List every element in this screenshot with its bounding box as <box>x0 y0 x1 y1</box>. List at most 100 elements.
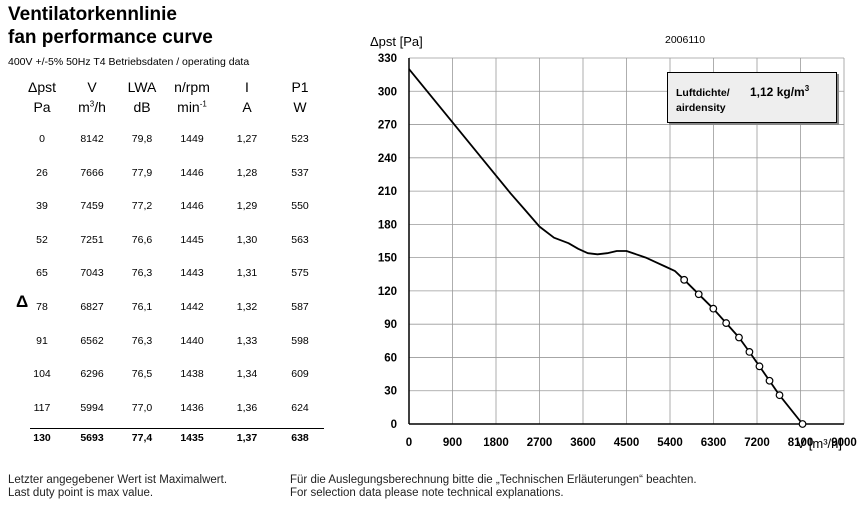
subtitle: 400V +/-5% 50Hz T4 Betriebsdaten / opera… <box>8 56 250 68</box>
table-cell: 1,31 <box>236 267 258 280</box>
duty-point <box>798 420 807 428</box>
y-tick-label: 150 <box>378 253 397 265</box>
table-cell: 5693 <box>80 432 104 444</box>
table-cell: 130 <box>33 432 51 444</box>
y-tick-label: 30 <box>384 386 397 398</box>
footnote-left-en: Last duty point is max value. <box>8 487 154 499</box>
table-header-name: n/rpm <box>174 79 210 95</box>
table-header-unit: W <box>293 99 307 115</box>
table-cell: 1446 <box>180 166 204 179</box>
table-header-name: V <box>87 79 97 95</box>
duty-point <box>735 333 743 342</box>
table-cell: 1,33 <box>236 334 258 347</box>
table-cell: 1,37 <box>236 432 258 444</box>
table-cell: 1436 <box>180 401 204 414</box>
table-cell: 78 <box>36 301 48 313</box>
x-tick-label: 3600 <box>570 437 596 449</box>
table-cell: 7459 <box>80 200 104 213</box>
table-header-unit: Pa <box>33 99 51 115</box>
table-cell: 537 <box>291 166 309 179</box>
table-cell: 5994 <box>80 401 104 414</box>
table-cell: 563 <box>291 233 309 246</box>
y-axis-label: Δpst [Pa] <box>370 34 423 49</box>
table-cell: 1440 <box>180 334 204 347</box>
table-cell: 550 <box>291 200 309 213</box>
table-cell: 638 <box>291 432 309 444</box>
table-cell: 1449 <box>180 133 204 145</box>
table-cell: 91 <box>36 334 48 347</box>
table-cell: 76,6 <box>131 233 153 246</box>
table-cell: 523 <box>291 133 309 145</box>
table-cell: 1443 <box>180 267 204 280</box>
duty-point <box>755 362 764 371</box>
footnote-right-de: Für die Auslegungsberechnung bitte die „… <box>290 474 697 486</box>
table-cell: 7251 <box>80 233 104 246</box>
title-de: Ventilatorkennlinie <box>8 4 177 25</box>
duty-point <box>709 304 718 313</box>
density-label-de: Luftdichte/ <box>676 87 730 99</box>
table-cell: 1446 <box>180 200 204 213</box>
table-cell: 6827 <box>80 301 104 313</box>
table-header-name: Δpst <box>27 79 57 95</box>
y-tick-label: 330 <box>378 53 397 65</box>
table-cell: 1,36 <box>236 401 258 414</box>
table-cell: 1,30 <box>236 233 258 246</box>
y-tick-label: 0 <box>391 419 397 431</box>
table-cell: 26 <box>36 166 48 179</box>
y-tick-label: 300 <box>378 86 397 98</box>
duty-point <box>765 376 774 385</box>
table-cell: 65 <box>36 267 48 280</box>
table-cell: 76,1 <box>131 301 153 313</box>
table-cell: 1438 <box>180 368 204 381</box>
diagram-code: 2006110 <box>665 34 705 46</box>
table-cell: 1435 <box>180 432 204 444</box>
density-label-en: airdensity <box>676 102 726 114</box>
table-header-name: P1 <box>291 79 309 95</box>
table-header-unit: min-1 <box>177 99 207 115</box>
table-total-divider <box>30 428 324 429</box>
table-cell: 39 <box>36 200 48 213</box>
table-header-name: I <box>245 79 249 95</box>
table-cell: 79,8 <box>131 133 153 145</box>
duty-point <box>745 348 754 356</box>
table-cell: 587 <box>291 301 309 313</box>
table-cell: 575 <box>291 267 309 280</box>
y-tick-label: 90 <box>384 319 397 331</box>
table-cell: 624 <box>291 401 309 414</box>
table-cell: 1,29 <box>236 200 258 213</box>
x-tick-label: 2700 <box>527 437 553 449</box>
x-tick-label: 900 <box>443 437 462 449</box>
table-cell: 1,28 <box>236 166 258 179</box>
table-cell: 1,27 <box>236 133 258 145</box>
table-cell: 7666 <box>80 166 104 179</box>
table-cell: 52 <box>36 233 48 246</box>
y-tick-label: 210 <box>378 186 397 198</box>
table-cell: 609 <box>291 368 309 381</box>
duty-point <box>722 319 731 327</box>
table-header-name: LWA <box>127 79 157 95</box>
density-box: Luftdichte/ airdensity 1,12 kg/m3 <box>667 72 837 123</box>
x-tick-label: 0 <box>406 437 412 449</box>
table-cell: 117 <box>33 401 51 414</box>
table-cell: 598 <box>291 334 309 347</box>
table-cell: 8142 <box>80 133 104 145</box>
x-tick-label: 4500 <box>614 437 640 449</box>
table-cell: 7043 <box>80 267 104 280</box>
y-tick-label: 240 <box>378 153 397 165</box>
table-cell: 77,9 <box>131 166 153 179</box>
duty-point <box>775 391 784 400</box>
x-tick-label: 9000 <box>831 437 857 449</box>
density-value: 1,12 kg/m3 <box>750 84 810 99</box>
table-cell: 1442 <box>180 301 204 313</box>
table-cell: 76,3 <box>131 267 153 280</box>
table-cell: 1,32 <box>236 301 258 313</box>
table-header-unit: m3/h <box>78 99 106 115</box>
table-cell: 77,4 <box>131 432 153 444</box>
y-tick-label: 270 <box>378 120 397 132</box>
table-cell: 1445 <box>180 233 204 246</box>
footnote-left-de: Letzter angegebener Wert ist Maximalwert… <box>8 474 228 486</box>
performance-curve <box>408 68 804 425</box>
y-tick-label: 60 <box>384 352 397 364</box>
table-cell: 1,34 <box>236 368 258 381</box>
table-cell: 77,2 <box>131 200 153 213</box>
